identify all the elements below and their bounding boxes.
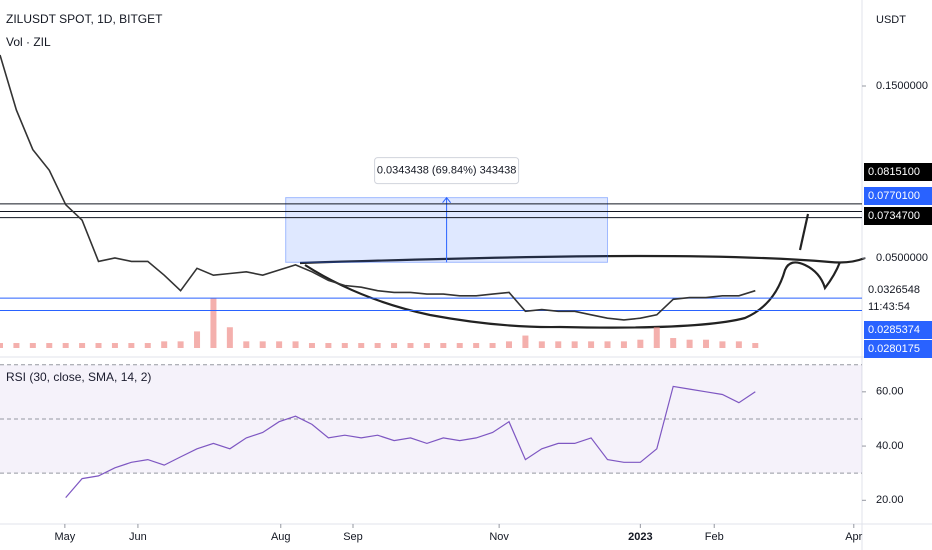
volume-bar (79, 343, 86, 348)
y-tick-label: 40.00 (876, 440, 904, 452)
volume-bar (46, 343, 53, 348)
price-label: 11:43:54 (868, 301, 910, 313)
price-label-bg (864, 163, 932, 181)
x-tick-label: Sep (343, 531, 363, 543)
volume-bar (604, 341, 611, 348)
series-line (0, 54, 756, 321)
volume-bar (161, 341, 168, 348)
handle-stroke (798, 213, 810, 251)
y-tick-label: 0.1500000 (876, 80, 928, 92)
symbol-title: ZILUSDT SPOT, 1D, BITGET (6, 12, 163, 26)
x-tick-label: Feb (705, 531, 724, 543)
volume-bar (243, 341, 250, 348)
price-label-bg (864, 340, 932, 358)
volume-bar (735, 341, 742, 348)
volume-bar (440, 343, 447, 348)
price-label-bg (864, 321, 932, 339)
volume-bar (473, 343, 480, 348)
price-label-bg (864, 207, 932, 225)
volume-bar (686, 339, 693, 348)
price-label: 0.0285374 (868, 324, 920, 336)
volume-bar (489, 343, 496, 348)
price-label-bg (864, 187, 932, 205)
rsi-title: RSI (30, close, SMA, 14, 2) (6, 370, 151, 384)
price-label: 0.0326548 (868, 284, 920, 296)
x-tick-label: May (54, 531, 75, 543)
series-line (65, 385, 756, 498)
volume-bar (210, 298, 217, 348)
volume-bar (620, 341, 627, 348)
volume-bar (719, 341, 726, 348)
volume-bar (703, 339, 710, 348)
cup-rim (299, 254, 866, 265)
measure-arrowhead (442, 196, 451, 203)
volume-bar (456, 343, 463, 348)
volume-bar (571, 341, 578, 348)
measure-label: 0.0343438 (69.84%) 343438 (377, 165, 516, 177)
cup-bowl (304, 261, 842, 329)
y-tick-label: 60.00 (876, 386, 904, 398)
volume-bar (555, 341, 562, 348)
volume-bar (358, 343, 365, 348)
price-label-bg (864, 298, 932, 316)
volume-bar (144, 343, 151, 348)
x-tick-label: Aug (271, 531, 291, 543)
measure-label-box (374, 157, 520, 185)
volume-bar (292, 341, 299, 348)
price-label: 0.0280175 (868, 343, 920, 355)
cup-drawing (299, 213, 866, 329)
volume-bar (423, 343, 430, 348)
volume-bar (259, 341, 266, 348)
volume-bar (95, 343, 102, 348)
volume-bar (752, 343, 759, 348)
volume-bar (391, 343, 398, 348)
volume-bar (653, 327, 660, 348)
volume-bar (0, 343, 3, 348)
y-tick-label: 0.0500000 (876, 252, 928, 264)
volume-bar (29, 343, 36, 348)
volume-bar (276, 341, 283, 348)
x-tick-label: 2023 (628, 531, 652, 543)
volume-bar (325, 343, 332, 348)
volume-bar (62, 343, 69, 348)
volume-bar (111, 343, 118, 348)
price-label: 0.0734700 (868, 210, 920, 222)
volume-bar (637, 339, 644, 348)
volume-bar (538, 341, 545, 348)
volume-bar (505, 341, 512, 348)
volume-bar (407, 343, 414, 348)
volume-bar (177, 341, 184, 348)
price-label: 0.0770100 (868, 190, 920, 202)
x-tick-label: Jun (129, 531, 147, 543)
x-tick-label: Nov (489, 531, 509, 543)
volume-bar (226, 327, 233, 348)
volume-bar (374, 343, 381, 348)
volume-bar (341, 343, 348, 348)
y-tick-label: 20.00 (876, 494, 904, 506)
x-tick-label: Apr (845, 531, 862, 543)
axis-unit: USDT (876, 14, 906, 26)
volume-bar (13, 343, 20, 348)
volume-bar (194, 331, 201, 348)
volume-bar (522, 335, 529, 348)
volume-label: Vol · ZIL (6, 35, 51, 49)
volume-bar (308, 343, 315, 348)
price-label-bg (864, 281, 932, 299)
volume-bar (128, 343, 135, 348)
volume-bar (670, 338, 677, 348)
price-label: 0.0815100 (868, 166, 920, 178)
volume-bar (588, 341, 595, 348)
